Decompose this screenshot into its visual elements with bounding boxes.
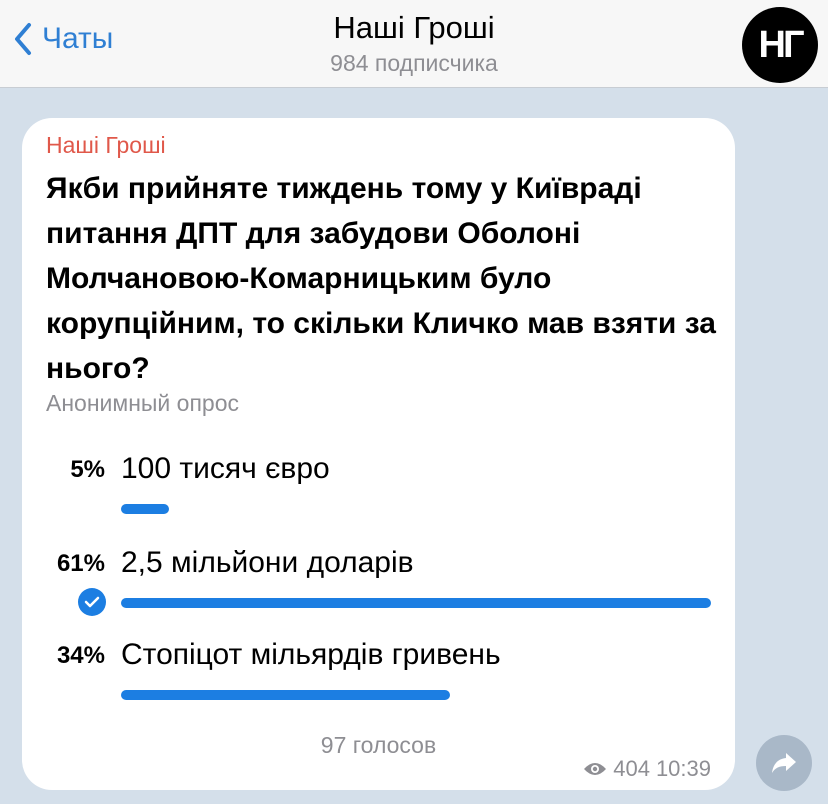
poll-option[interactable]: 34% Стопіцот мільярдів гривень (22, 638, 735, 722)
back-label: Чаты (42, 22, 114, 55)
eye-icon (584, 763, 607, 775)
chat-header: Чаты Наші Гроші 984 подписчика НГ (0, 0, 828, 88)
poll-option[interactable]: 5% 100 тисяч євро (22, 452, 735, 536)
subscriber-count: 984 подписчика (330, 50, 498, 76)
option-percent: 61% (56, 550, 105, 577)
chevron-left-icon (15, 23, 31, 55)
option-text: 100 тисяч євро (121, 452, 330, 485)
message-time: 10:39 (655, 756, 711, 781)
vote-count[interactable]: 97 голосов (320, 732, 437, 758)
avatar[interactable]: НГ (742, 7, 818, 83)
poll-question: Якби прийняте тиждень тому у Київраді пи… (46, 172, 716, 385)
poll-message: Наші Гроші Якби прийняте тиждень тому у … (22, 118, 735, 790)
option-bar (121, 598, 711, 608)
poll-type: Анонимный опрос (46, 390, 239, 416)
view-count: 404 (613, 756, 650, 781)
share-icon (772, 753, 796, 773)
option-text: 2,5 мільйони доларів (121, 546, 414, 579)
option-bar (121, 504, 170, 514)
back-button[interactable]: Чаты (14, 22, 113, 56)
sender-name[interactable]: Наші Гроші (46, 132, 166, 158)
option-percent: 34% (56, 642, 105, 669)
poll-option[interactable]: 61% 2,5 мільйони доларів (22, 546, 735, 630)
channel-title[interactable]: Наші Гроші (333, 10, 495, 45)
check-icon (78, 588, 106, 616)
option-percent: 5% (70, 456, 105, 483)
avatar-text: НГ (758, 23, 805, 66)
share-button[interactable] (756, 735, 812, 791)
message-meta: 404 10:39 (583, 756, 711, 782)
option-text: Стопіцот мільярдів гривень (121, 638, 501, 671)
option-bar (121, 690, 450, 700)
